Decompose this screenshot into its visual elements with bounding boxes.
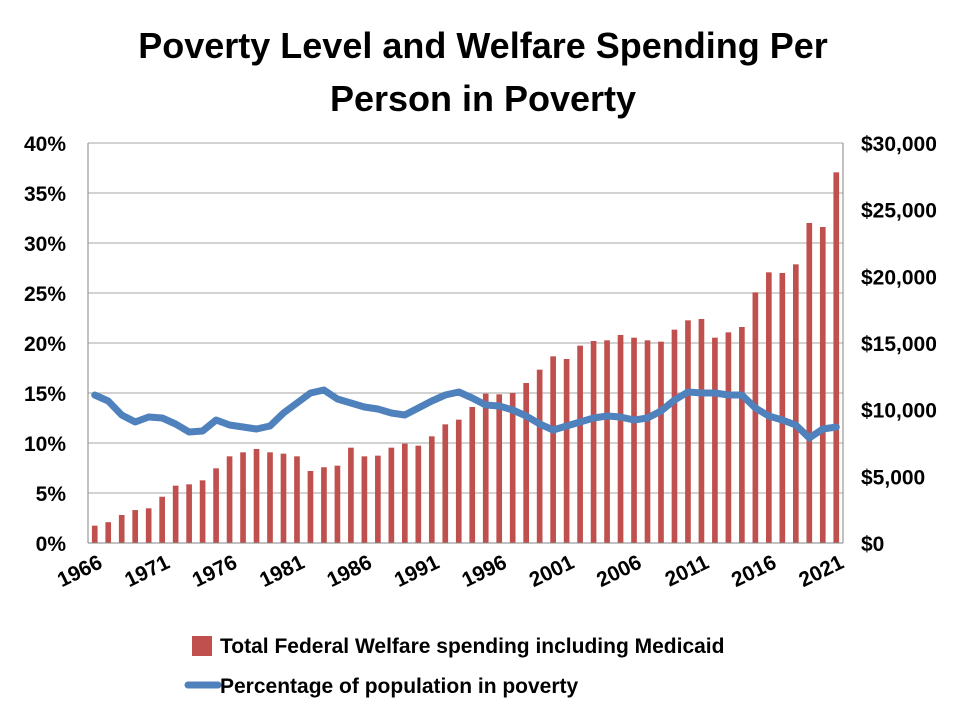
x-tick-label: 2011 (662, 551, 713, 592)
x-tick-label: 1971 (121, 551, 173, 592)
x-tick-label: 1996 (458, 551, 510, 592)
left-y-tick-label: 20% (24, 333, 66, 356)
right-y-tick-label: $10,000 (861, 400, 937, 423)
bar (644, 340, 651, 543)
bar (671, 329, 678, 543)
bar (604, 340, 610, 543)
bar (361, 456, 368, 543)
x-tick-label: 1991 (391, 551, 443, 592)
line-series (91, 386, 840, 442)
bar (172, 485, 179, 543)
bar (725, 332, 732, 543)
right-y-tick-label: $20,000 (861, 266, 937, 289)
bar (631, 337, 637, 543)
bar (226, 456, 233, 543)
right-y-tick-label: $30,000 (861, 133, 937, 156)
x-tick-label: 1966 (54, 551, 106, 592)
bar (590, 341, 597, 543)
poverty-line (91, 386, 840, 442)
bar (550, 356, 556, 543)
bar (213, 468, 219, 543)
bar (105, 522, 112, 543)
bar (186, 484, 192, 543)
x-tick-label: 2006 (593, 551, 645, 592)
legend: Total Federal Welfare spending including… (184, 635, 724, 698)
bar (455, 419, 462, 543)
bar (509, 393, 516, 543)
bar (280, 453, 287, 543)
bar (833, 172, 840, 544)
bar (415, 445, 422, 543)
bar (523, 383, 530, 543)
bar (712, 337, 718, 543)
bar (159, 496, 165, 543)
bar (428, 436, 435, 543)
x-tick-label: 2016 (728, 551, 780, 592)
bar (563, 359, 570, 543)
left-y-axis-ticks: 0% 5% 10% 15% 20% 25% 30% 35% 40% (24, 133, 66, 556)
left-y-tick-label: 35% (24, 183, 66, 206)
x-tick-label: 1976 (189, 551, 241, 592)
bar (482, 393, 489, 543)
bar (307, 471, 314, 543)
bar (739, 327, 745, 543)
left-y-tick-label: 10% (24, 433, 66, 456)
legend-line-label: Percentage of population in poverty (220, 675, 579, 698)
bar (442, 424, 449, 543)
bar (766, 272, 772, 543)
chart-title-line-2: Person in Poverty (330, 78, 636, 119)
left-y-tick-label: 40% (24, 133, 66, 156)
bar (388, 447, 395, 543)
x-tick-label: 2001 (526, 551, 578, 592)
bar (118, 515, 125, 543)
bar (132, 510, 139, 543)
bar (658, 341, 664, 543)
bar (577, 345, 583, 543)
bar (496, 394, 503, 543)
bar (819, 227, 826, 543)
bar (792, 264, 799, 543)
bar (685, 320, 691, 543)
bar (240, 452, 246, 543)
right-y-tick-label: $25,000 (861, 200, 937, 223)
bar (145, 508, 152, 543)
bar (536, 369, 543, 543)
bar (253, 449, 260, 543)
legend-bar-swatch (192, 636, 212, 656)
bar (348, 447, 354, 543)
right-y-tick-label: $0 (861, 533, 884, 556)
axes (87, 143, 844, 544)
bar-series (91, 172, 840, 544)
right-y-tick-label: $5,000 (861, 466, 925, 489)
bar (321, 467, 327, 543)
bar (752, 292, 759, 543)
bar (375, 455, 381, 543)
left-y-tick-label: 25% (24, 283, 66, 306)
left-y-tick-label: 0% (36, 533, 67, 556)
bar (199, 480, 206, 543)
left-y-tick-label: 30% (24, 233, 66, 256)
bar (779, 273, 786, 543)
x-axis-ticks: 1966 1971 1976 1981 1986 1991 1996 2001 2006 2011… (54, 551, 848, 592)
right-y-tick-label: $15,000 (861, 333, 937, 356)
left-y-tick-label: 15% (24, 383, 66, 406)
bar (617, 335, 624, 543)
bar (698, 319, 705, 543)
bar (806, 223, 813, 543)
bar (401, 443, 408, 543)
right-y-axis-ticks: $0 $5,000 $10,000 $15,000 $20,000 $25,000 $30,… (861, 133, 937, 556)
bar (334, 465, 341, 543)
x-tick-label: 2021 (795, 551, 847, 592)
legend-bar-label: Total Federal Welfare spending including… (220, 635, 724, 658)
bar (469, 407, 476, 543)
bar (91, 525, 98, 543)
x-tick-label: 1981 (256, 551, 308, 592)
x-tick-label: 1986 (324, 551, 376, 592)
chart-title-line-1: Poverty Level and Welfare Spending Per (138, 25, 828, 66)
bar (267, 452, 273, 543)
left-y-tick-label: 5% (36, 483, 67, 506)
bar (294, 456, 300, 543)
